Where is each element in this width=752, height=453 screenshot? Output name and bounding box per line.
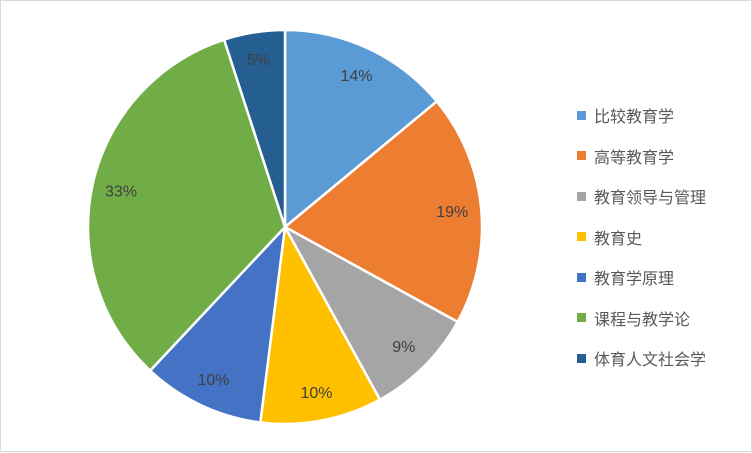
legend-item: 教育史 (577, 217, 706, 258)
legend-label: 高等教育学 (594, 147, 675, 167)
legend-label: 教育领导与管理 (594, 188, 707, 208)
legend-swatch (577, 151, 586, 161)
legend-item: 体育人文社会学 (577, 338, 706, 379)
data-label: 33% (105, 183, 137, 200)
legend-label: 比较教育学 (594, 107, 675, 127)
legend-item: 教育领导与管理 (577, 176, 706, 217)
data-label: 19% (436, 204, 468, 221)
legend-label: 教育学原理 (594, 269, 675, 289)
legend-item: 比较教育学 (577, 95, 706, 136)
pie-slice (222, 28, 287, 228)
pie-slice (282, 99, 484, 324)
data-label: 14% (341, 68, 373, 85)
legend-label: 课程与教学论 (594, 309, 691, 329)
legend-swatch (577, 272, 586, 282)
legend-swatch (577, 232, 586, 242)
legend-label: 体育人文社会学 (594, 350, 707, 370)
legend-swatch (577, 313, 586, 323)
pie-slice (258, 223, 382, 426)
legend-item: 教育学原理 (577, 257, 706, 298)
legend-item: 高等教育学 (577, 136, 706, 177)
legend-swatch (577, 353, 586, 363)
pie-slice (281, 223, 460, 402)
pie-slice (86, 38, 287, 373)
legend-swatch (577, 191, 586, 201)
legend-item: 课程与教学论 (577, 298, 706, 339)
pie-slice (148, 223, 287, 424)
legend: 比较教育学高等教育学教育领导与管理 教育史教育学原理课程与教学论 体育人文社会学 (577, 95, 706, 379)
pie-slice (283, 28, 439, 230)
legend-label: 教育史 (594, 228, 643, 248)
legend-swatch (577, 110, 586, 120)
data-label: 5% (247, 52, 270, 69)
data-label: 10% (300, 385, 332, 402)
data-label: 9% (392, 339, 415, 356)
data-label: 10% (197, 372, 229, 389)
